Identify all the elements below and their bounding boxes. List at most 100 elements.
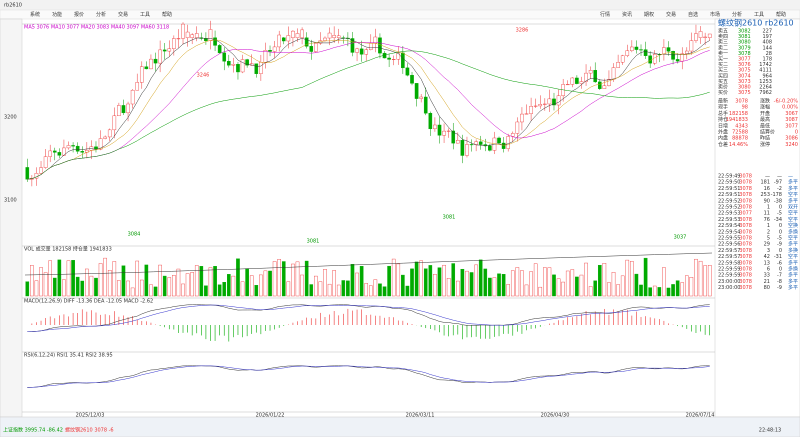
book-label: 买四 [718, 72, 728, 79]
macd-bar [526, 325, 527, 331]
toolbar-item[interactable]: 期权 [644, 11, 654, 18]
toolbar-item[interactable]: 帮助 [776, 11, 786, 18]
book-volume: 227 [762, 29, 772, 35]
macd-bar [663, 320, 665, 325]
trade-field: 0 [779, 223, 782, 229]
volume-bar [387, 265, 391, 297]
volume-bar [341, 280, 346, 297]
open-interest-line [24, 252, 713, 276]
volume-bar [689, 277, 694, 297]
date-label: 2026/07/14 [686, 413, 715, 419]
trade-field: -7 [777, 273, 782, 279]
macd-bar [36, 322, 37, 325]
macd-bar [214, 325, 216, 341]
book-price: 3075 [738, 68, 751, 74]
macd-bar [265, 325, 266, 331]
macd-bar [196, 325, 198, 334]
quote-field: 14.46% [729, 142, 748, 148]
volume-bar [139, 279, 144, 297]
macd-bar [521, 325, 523, 334]
indicator-line [27, 42, 710, 180]
date-label: 2025/12/03 [76, 413, 105, 419]
volume-bar [446, 278, 451, 297]
macd-bar [430, 325, 431, 329]
toolbar-item[interactable]: 自选 [688, 11, 698, 18]
menu-item[interactable]: 帮助 [162, 11, 172, 18]
candle-body [227, 61, 231, 66]
volume-bar [405, 285, 410, 297]
volume-bar [39, 267, 43, 297]
candle-body [648, 55, 652, 64]
menu-item[interactable]: 分析 [96, 11, 106, 18]
trade-field: 33 [764, 273, 770, 279]
menu-item[interactable]: 系统 [30, 11, 40, 18]
toolbar-item[interactable]: 市场 [710, 11, 720, 18]
candle-body [694, 33, 698, 41]
menu-item[interactable]: 工具 [140, 12, 150, 18]
candle-body [162, 49, 167, 52]
indicator-line [27, 39, 710, 180]
volume-bar [414, 261, 419, 297]
toolbar-item[interactable]: 交易 [666, 11, 676, 18]
volume-bar [30, 265, 34, 297]
volume-bar [208, 267, 213, 297]
trade-field: 空平 [788, 253, 798, 260]
book-volume: 4111 [759, 68, 772, 74]
macd-bar [558, 320, 559, 325]
toolbar-item[interactable]: 行情 [600, 11, 610, 18]
trade-field: 22:59:49 [718, 174, 740, 180]
book-label: 卖二 [718, 45, 728, 51]
volume-bar [565, 270, 570, 297]
trade-field: 253 [760, 192, 770, 198]
volume-bar [71, 260, 75, 297]
trade-field: 23:00:00 [718, 285, 740, 291]
toolbar-item[interactable]: 分析 [732, 11, 742, 18]
macd-bar [343, 313, 344, 325]
book-label: 买一 [718, 56, 728, 63]
volume-bar [611, 272, 616, 297]
macd-bar [301, 320, 303, 325]
macd-bar [704, 325, 706, 335]
volume-bar [172, 275, 176, 297]
volume-bar [419, 260, 423, 297]
macd-bar [700, 325, 701, 332]
trade-field: 80 [764, 285, 770, 291]
volume-bar [478, 259, 483, 297]
trade-field: 0 [779, 267, 782, 273]
candle-body [387, 57, 391, 60]
candle-body [593, 70, 598, 83]
macd-bar [626, 309, 628, 325]
menu-item[interactable]: 报价 [74, 11, 84, 18]
candle-body [634, 46, 639, 50]
volume-bar [52, 277, 57, 297]
quote-field: 3077 [785, 123, 798, 129]
toolbar-item[interactable]: 工具 [754, 12, 764, 18]
quote-field: 3087 [785, 117, 798, 123]
quote-field: 涨跌 [760, 98, 770, 105]
candle-body [446, 130, 451, 132]
volume-bar [364, 283, 369, 297]
candle-body [295, 33, 300, 38]
trade-field: 16 [764, 186, 770, 192]
trade-field: -9 [777, 285, 782, 291]
candle-body [639, 49, 643, 51]
volume-bar [217, 284, 222, 297]
candle-body [597, 81, 602, 89]
book-volume: 144 [762, 45, 772, 51]
trade-field: 76 [764, 217, 770, 223]
macd-bar [379, 315, 381, 325]
volume-bar [643, 257, 648, 297]
volume-bar [634, 273, 639, 297]
macd-bar [640, 316, 642, 325]
candle-body [451, 130, 456, 144]
macd-bar [393, 317, 394, 325]
quote-field: 0 [795, 130, 798, 136]
trade-field: 21 [764, 279, 770, 285]
menu-item[interactable]: 功能 [52, 11, 62, 18]
toolbar-item[interactable]: 资讯 [622, 11, 632, 18]
macd-bar [654, 318, 656, 325]
macd-bar [81, 309, 83, 325]
menu-item[interactable]: 交易 [118, 11, 128, 18]
date-label: 2026/04/30 [541, 413, 570, 419]
